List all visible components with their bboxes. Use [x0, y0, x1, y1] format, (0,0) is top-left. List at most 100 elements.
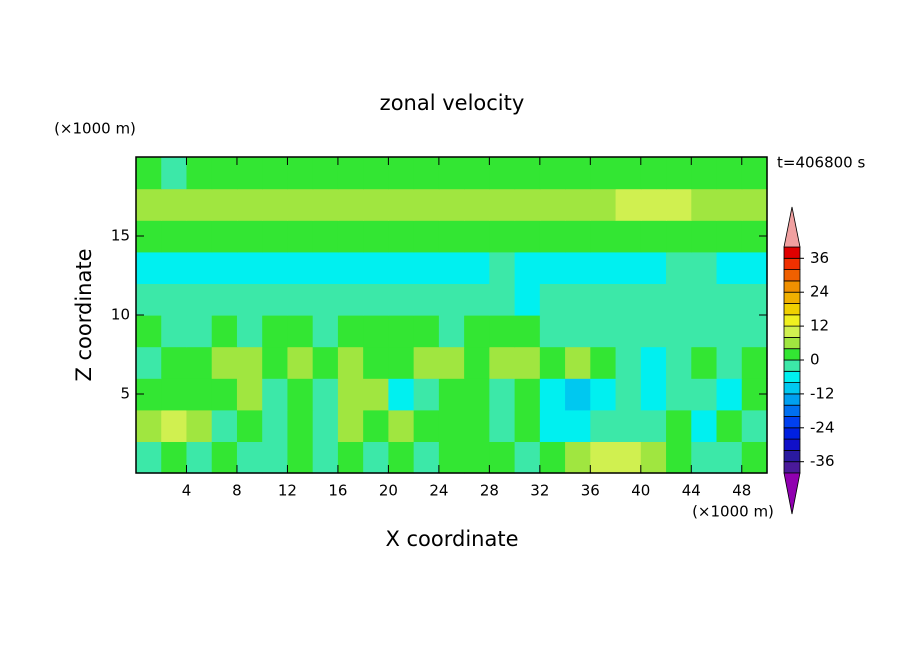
contour-cell: [716, 188, 743, 221]
contour-cell: [514, 378, 541, 411]
contour-cell: [615, 441, 642, 474]
x-tick-label: 48: [732, 482, 751, 500]
contour-cell: [438, 251, 465, 284]
contour-cell: [262, 251, 289, 284]
contour-cell: [161, 378, 188, 411]
contour-cell: [236, 188, 263, 221]
contour-cell: [262, 378, 289, 411]
contour-cell: [438, 409, 465, 442]
contour-cell: [741, 283, 768, 316]
y-tick-label: 10: [111, 306, 130, 324]
contour-cell: [590, 346, 617, 379]
contour-cell: [337, 283, 364, 316]
contour-cell: [464, 220, 490, 253]
contour-cell: [565, 157, 591, 190]
contour-cell: [161, 346, 188, 379]
contour-cell: [640, 346, 667, 379]
contour-cell: [565, 220, 591, 253]
contour-cell: [161, 188, 188, 221]
contour-cell: [186, 378, 213, 411]
contour-cell: [413, 409, 440, 442]
contour-cell: [666, 441, 692, 474]
contour-cell: [640, 188, 667, 221]
contour-cell: [590, 378, 617, 411]
contour-cell: [236, 251, 263, 284]
contour-cell: [388, 283, 415, 316]
contour-cell: [413, 188, 440, 221]
contour-cell: [388, 157, 415, 190]
contour-cell: [565, 188, 591, 221]
colorbar-tick-label: 12: [810, 317, 829, 335]
contour-cell: [615, 188, 642, 221]
contour-cell: [363, 220, 389, 253]
colorbar-box: [783, 314, 801, 327]
contour-cell: [716, 378, 743, 411]
contour-cell: [211, 251, 238, 284]
contour-cell: [413, 315, 440, 348]
contour-cell: [539, 220, 566, 253]
contour-cell: [489, 346, 516, 379]
contour-cell: [388, 441, 415, 474]
contour-cell: [236, 220, 263, 253]
contour-cell: [262, 315, 289, 348]
contour-cell: [640, 157, 667, 190]
contour-cell: [691, 220, 718, 253]
contour-cell: [363, 409, 389, 442]
contour-cell: [236, 409, 263, 442]
contour-cell: [312, 188, 339, 221]
contour-cell: [136, 283, 162, 316]
contour-cell: [236, 157, 263, 190]
contour-cell: [312, 441, 339, 474]
colorbar-tick-label: 0: [810, 351, 820, 369]
contour-cell: [716, 283, 743, 316]
contour-cell: [186, 315, 213, 348]
contour-cell: [514, 188, 541, 221]
contour-cell: [236, 283, 263, 316]
contour-cell: [539, 283, 566, 316]
contour-cell: [565, 283, 591, 316]
contour-cell: [691, 409, 718, 442]
x-tick-label: 28: [480, 482, 499, 500]
contour-cell: [363, 283, 389, 316]
contour-cell: [388, 378, 415, 411]
x-tick-label: 44: [682, 482, 701, 500]
colorbar-box: [783, 325, 801, 338]
contour-cell: [514, 409, 541, 442]
x-tick-label: 20: [379, 482, 398, 500]
contour-cell: [438, 283, 465, 316]
contour-cell: [312, 220, 339, 253]
contour-cell: [565, 346, 591, 379]
contour-cell: [136, 157, 162, 190]
contour-cell: [741, 441, 768, 474]
contour-cell: [413, 251, 440, 284]
contour-cell: [337, 251, 364, 284]
contour-cell: [691, 251, 718, 284]
contour-cell: [691, 283, 718, 316]
colorbar-box: [783, 291, 801, 304]
colorbar-box: [783, 280, 801, 293]
contour-cell: [489, 283, 516, 316]
contour-cell: [413, 283, 440, 316]
contour-cell: [640, 283, 667, 316]
colorbar-extend-max: [783, 206, 801, 248]
contour-cell: [363, 157, 389, 190]
colorbar-extend-min: [783, 472, 801, 515]
contour-cell: [161, 441, 188, 474]
contour-cell: [262, 283, 289, 316]
contour-cell: [640, 251, 667, 284]
contour-cell: [262, 409, 289, 442]
contour-cell: [691, 157, 718, 190]
colorbar-box: [783, 359, 801, 372]
contour-cell: [615, 409, 642, 442]
contour-cell: [287, 441, 314, 474]
contour-cell: [287, 378, 314, 411]
contour-cell: [262, 441, 289, 474]
contour-cell: [312, 283, 339, 316]
contour-cell: [590, 157, 617, 190]
contour-cell: [262, 188, 289, 221]
contour-cell: [136, 251, 162, 284]
contour-cell: [489, 409, 516, 442]
contour-cell: [413, 378, 440, 411]
contour-cell: [691, 315, 718, 348]
contour-cell: [590, 283, 617, 316]
